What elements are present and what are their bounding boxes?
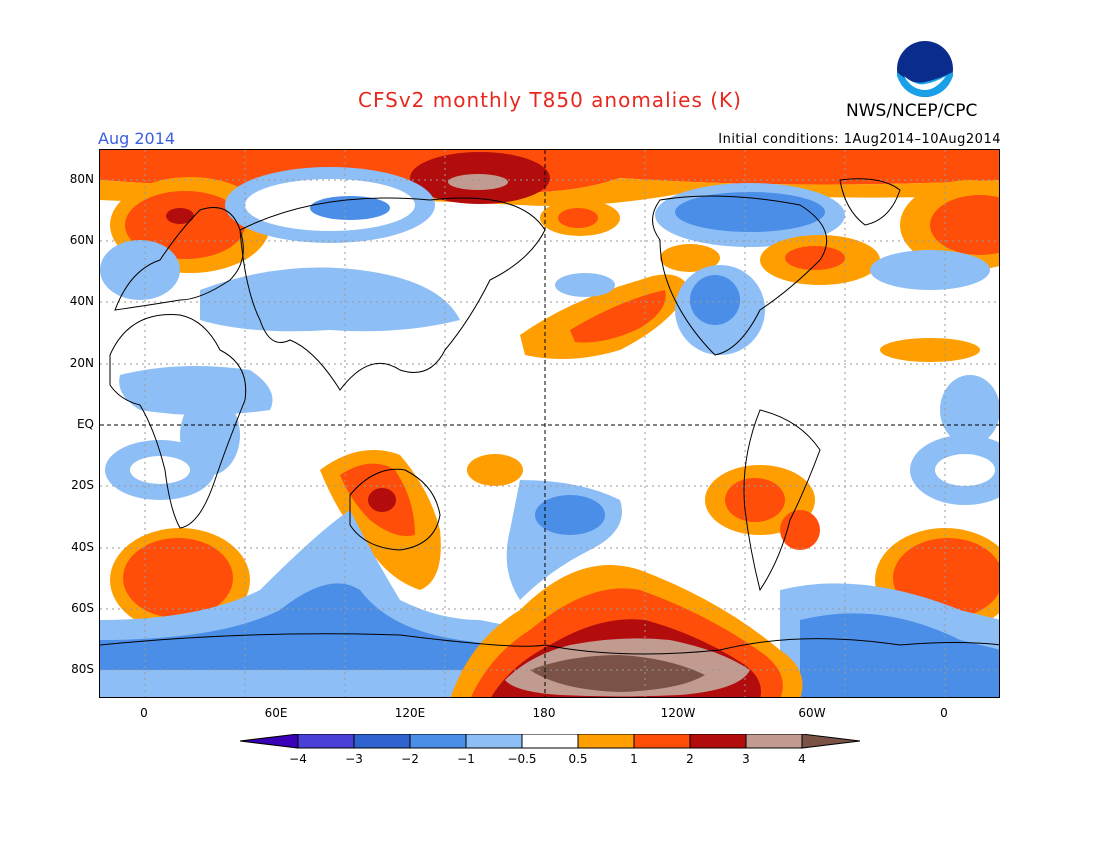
lat-label-20s: 20S bbox=[71, 478, 94, 492]
colorbar-segment bbox=[353, 734, 411, 749]
colorbar-label: 2 bbox=[686, 752, 694, 766]
lat-label-20n: 20N bbox=[69, 356, 94, 370]
lat-label-60s: 60S bbox=[71, 601, 94, 615]
colorbar-label: 4 bbox=[798, 752, 806, 766]
lat-label-eq: EQ bbox=[76, 417, 94, 431]
colorbar-label: −2 bbox=[401, 752, 419, 766]
lon-label-120e: 120E bbox=[394, 706, 426, 720]
colorbar-segment bbox=[465, 734, 523, 749]
colorbar-segment bbox=[801, 734, 861, 749]
colorbar-label: 3 bbox=[742, 752, 750, 766]
anomaly-field bbox=[100, 150, 999, 697]
lon-label-60e: 60E bbox=[264, 706, 288, 720]
lon-label-0-right: 0 bbox=[940, 706, 948, 720]
colorbar-segment bbox=[409, 734, 467, 749]
colorbar-label: −0.5 bbox=[507, 752, 537, 766]
lon-label-60w: 60W bbox=[798, 706, 826, 720]
lat-label-80n: 80N bbox=[69, 172, 94, 186]
noaa-logo-icon bbox=[897, 41, 953, 97]
lat-label-40n: 40N bbox=[69, 294, 94, 308]
lat-label-80s: 80S bbox=[71, 662, 94, 676]
colorbar-segment bbox=[689, 734, 747, 749]
colorbar-segment bbox=[745, 734, 803, 749]
lat-label-60n: 60N bbox=[69, 233, 94, 247]
map-title: CFSv2 monthly T850 anomalies (K) bbox=[358, 88, 742, 112]
colorbar-segment bbox=[297, 734, 355, 749]
lat-label-40s: 40S bbox=[71, 540, 94, 554]
colorbar bbox=[240, 734, 861, 749]
agency-label: NWS/NCEP/CPC bbox=[846, 101, 978, 121]
lon-label-0: 0 bbox=[140, 706, 148, 720]
lon-label-120w: 120W bbox=[660, 706, 696, 720]
initial-conditions-label: Initial conditions: 1Aug2014–10Aug2014 bbox=[718, 132, 1001, 147]
colorbar-label: 0.5 bbox=[568, 752, 588, 766]
colorbar-segment bbox=[577, 734, 635, 749]
colorbar-segment bbox=[521, 734, 579, 749]
colorbar-label: −4 bbox=[289, 752, 307, 766]
anomaly-map bbox=[99, 149, 1000, 698]
valid-month-label: Aug 2014 bbox=[98, 129, 176, 148]
colorbar-segment bbox=[240, 734, 299, 749]
colorbar-label: −1 bbox=[457, 752, 475, 766]
colorbar-label: 1 bbox=[630, 752, 638, 766]
colorbar-label: −3 bbox=[345, 752, 363, 766]
lon-label-180: 180 bbox=[532, 706, 556, 720]
colorbar-segment bbox=[633, 734, 691, 749]
